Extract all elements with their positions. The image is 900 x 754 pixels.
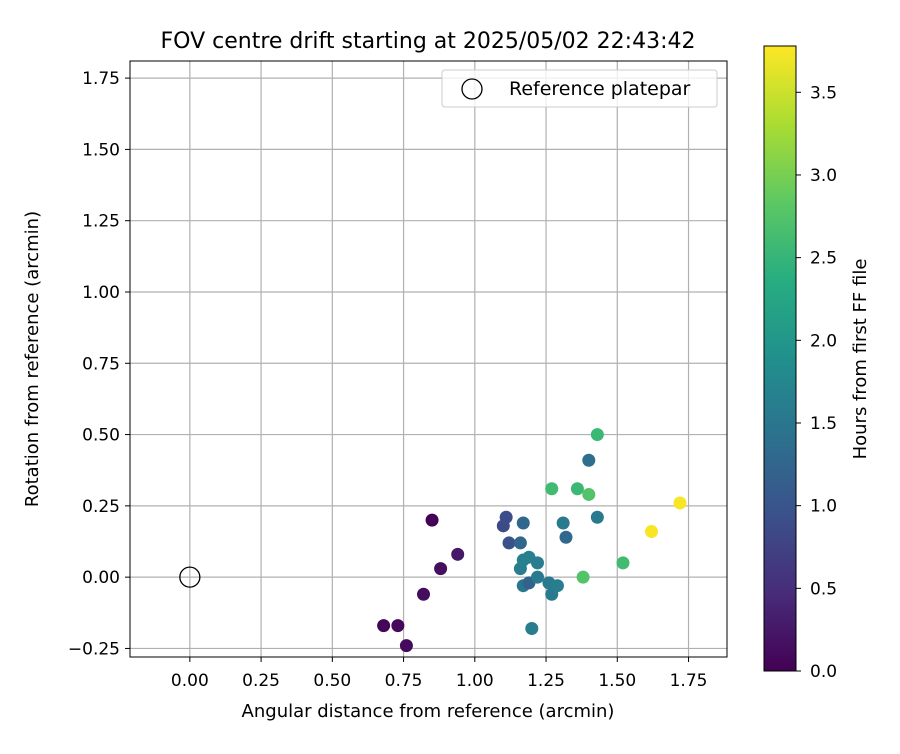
grid-lines — [130, 61, 727, 657]
colorbar: 0.0 0.5 1.0 1.5 2.0 2.5 3.0 3.5 Hours from firs… — [763, 45, 871, 682]
plot-frame — [129, 60, 728, 658]
legend-marker-open-circle — [461, 78, 483, 100]
y-tick-label: −0.25 — [68, 639, 120, 659]
x-tick-label: 1.50 — [598, 671, 636, 691]
colorbar-tick-label: 3.5 — [810, 83, 837, 103]
legend: Reference platepar — [441, 69, 718, 108]
scatter-point — [399, 639, 413, 653]
y-tick-label: 0.00 — [82, 568, 120, 588]
colorbar-tick-label: 0.5 — [810, 579, 837, 599]
scatter-point — [545, 482, 559, 496]
y-axis-label: Rotation from reference (arcmin) — [22, 211, 43, 507]
y-tick-label: 1.25 — [82, 212, 120, 232]
scatter-points — [377, 428, 687, 653]
y-tick-label: 1.00 — [82, 283, 120, 303]
scatter-point — [556, 516, 570, 530]
scatter-point — [502, 536, 516, 550]
scatter-point — [451, 547, 465, 561]
colorbar-tick-label: 2.0 — [810, 331, 837, 351]
scatter-point — [425, 513, 439, 527]
scatter-point — [516, 516, 530, 530]
scatter-point — [673, 496, 687, 510]
x-tick-label: 0.00 — [171, 671, 209, 691]
y-tick-label: 1.75 — [82, 69, 120, 89]
scatter-point — [590, 510, 604, 524]
scatter-point — [391, 619, 405, 633]
x-axis-label: Angular distance from reference (arcmin) — [242, 701, 615, 722]
scatter-point — [377, 619, 391, 633]
colorbar-tick-label: 3.0 — [810, 166, 837, 186]
scatter-point — [499, 510, 513, 524]
scatter-point — [559, 530, 573, 544]
colorbar-label: Hours from first FF file — [850, 259, 871, 460]
scatter-point — [582, 487, 596, 501]
scatter-point — [530, 556, 544, 570]
scatter-point — [513, 536, 527, 550]
scatter-point — [530, 570, 544, 584]
y-tick-label: 1.50 — [82, 140, 120, 160]
colorbar-tick-label: 0.0 — [810, 662, 837, 682]
y-tick-label: 0.25 — [82, 497, 120, 517]
colorbar-tick-label: 2.5 — [810, 249, 837, 269]
scatter-point — [417, 587, 431, 601]
scatter-point — [616, 556, 630, 570]
reference-layer — [179, 566, 201, 588]
colorbar-tick-label: 1.0 — [810, 497, 837, 517]
x-tick-label: 1.25 — [527, 671, 565, 691]
x-axis-ticks: 0.00 0.25 0.50 0.75 1.00 1.25 1.50 1.75 — [171, 657, 708, 691]
legend-box — [441, 69, 718, 108]
legend-label: Reference platepar — [509, 78, 691, 100]
reference-marker — [179, 566, 201, 588]
colorbar-tick-label: 1.5 — [810, 414, 837, 434]
scatter-point — [434, 562, 448, 576]
x-tick-label: 0.50 — [313, 671, 351, 691]
colorbar-ticks: 0.0 0.5 1.0 1.5 2.0 2.5 3.0 3.5 — [796, 83, 837, 682]
y-tick-label: 0.50 — [82, 426, 120, 446]
x-tick-label: 0.25 — [242, 671, 280, 691]
scatter-point — [644, 525, 658, 539]
x-tick-label: 1.75 — [670, 671, 708, 691]
scatter-point — [570, 482, 584, 496]
y-axis-ticks: −0.25 0.00 0.25 0.50 0.75 1.00 1.25 1.50 1.75 — [68, 69, 130, 659]
chart-title: FOV centre drift starting at 2025/05/02 … — [161, 29, 696, 54]
scatter-point — [576, 570, 590, 584]
scatter-point — [582, 453, 596, 467]
y-tick-label: 0.75 — [82, 354, 120, 374]
x-tick-label: 1.00 — [456, 671, 494, 691]
x-tick-label: 0.75 — [385, 671, 423, 691]
scatter-point — [590, 428, 604, 442]
scatter-point — [550, 579, 564, 593]
colorbar-gradient — [763, 45, 797, 672]
scatter-point — [525, 621, 539, 635]
